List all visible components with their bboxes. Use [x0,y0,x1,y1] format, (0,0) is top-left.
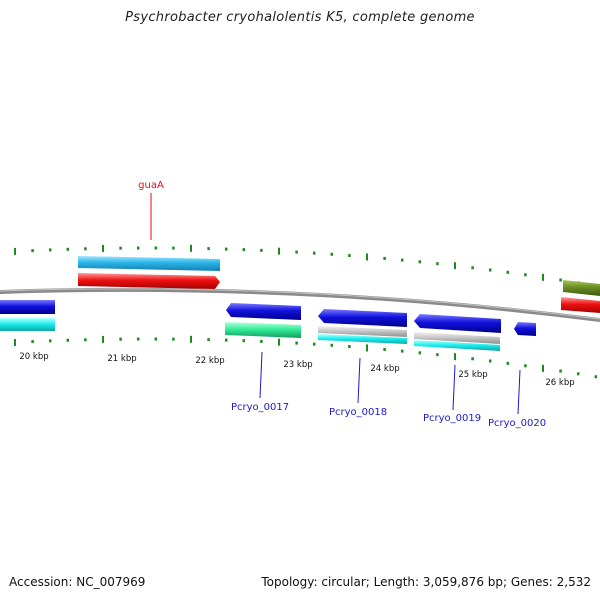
scale-label-24kbp: 24 kbp [370,364,399,374]
gene-label-Pcryo_0020[interactable]: Pcryo_0020 [488,418,546,429]
red-feature-right[interactable] [561,297,600,313]
scale-label-22kbp: 22 kbp [195,356,224,366]
accession-text: Accession: NC_007969 [9,575,146,589]
Pcryo_0017-cds-feature[interactable] [225,322,301,338]
gene-label-Pcryo_0018[interactable]: Pcryo_0018 [329,407,387,418]
genome-backbone-highlight [0,288,600,320]
guaA-cds-feature[interactable] [78,273,220,289]
blue-gene-feature-left[interactable] [0,300,55,314]
map-title: Psychrobacter cryohalolentis K5, complet… [125,10,475,25]
Pcryo_0019-leader-line [452,364,456,411]
cyan-cds-feature-left[interactable] [0,318,55,331]
Pcryo_0017-gene-feature[interactable] [226,303,301,320]
Pcryo_0018-cds-gray-feature[interactable] [318,326,407,337]
scale-label-23kbp: 23 kbp [283,360,312,370]
Pcryo_0020-leader-line [517,369,521,415]
Pcryo_0020-gene-feature[interactable] [514,322,536,336]
genome-backbone [0,287,600,322]
gene-label-guaA[interactable]: guaA [138,180,164,191]
gene-label-Pcryo_0017[interactable]: Pcryo_0017 [231,402,289,413]
Pcryo_0018-gene-feature[interactable] [318,309,407,327]
guaA-gene-feature[interactable] [78,256,220,271]
scale-label-25kbp: 25 kbp [458,370,487,380]
gc-content-ticks [14,244,598,379]
Pcryo_0019-cds-gray-feature[interactable] [414,332,500,344]
Pcryo_0017-leader-line [259,351,263,399]
Pcryo_0018-leader-line [357,357,361,404]
genome-summary-text: Topology: circular; Length: 3,059,876 bp… [261,575,591,589]
gene-label-Pcryo_0019[interactable]: Pcryo_0019 [423,413,481,424]
Pcryo_0019-cds-cyan-feature[interactable] [414,340,500,351]
scale-label-20kbp: 20 kbp [19,352,48,362]
scale-label-26kbp: 26 kbp [545,378,574,388]
scale-label-21kbp: 21 kbp [107,354,136,364]
Pcryo_0019-gene-feature[interactable] [414,314,501,333]
Pcryo_0018-cds-cyan-feature[interactable] [318,334,407,344]
olive-feature[interactable] [563,280,600,296]
